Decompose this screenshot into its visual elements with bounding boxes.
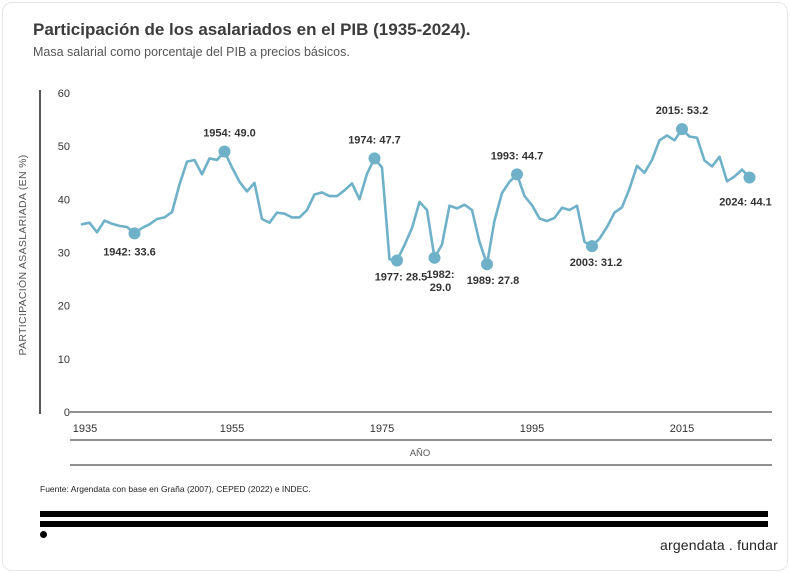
bullet-dot (40, 531, 47, 538)
annotation-marker (218, 145, 231, 158)
annotation-label: 1982: (426, 269, 454, 281)
y-tick-label: 50 (58, 141, 70, 153)
divider-bar (40, 521, 768, 527)
annotation-marker (511, 168, 523, 181)
annotation-label: 1989: 27.8 (467, 275, 520, 287)
chart-title: Participación de los asalariados en el P… (33, 20, 471, 39)
y-tick-label: 10 (58, 354, 70, 366)
y-axis-title: PARTICIPACIÓN ASASLARIADA (EN %) (16, 155, 29, 356)
y-tick-label: 30 (58, 248, 70, 260)
x-axis: 1935 1955 1975 1995 2015 AÑO (70, 411, 772, 466)
annotation-marker (428, 251, 441, 264)
series-layer (80, 127, 751, 266)
source-note: Fuente: Argendata con base en Graña (200… (40, 484, 311, 494)
annotation-label: 1942: 33.6 (103, 246, 156, 258)
annotation-marker (368, 152, 381, 165)
x-tick-label: 1995 (520, 423, 544, 435)
annotation-label: 2003: 31.2 (570, 257, 623, 269)
series-line (80, 127, 751, 266)
annotation-label: 1993: 44.7 (491, 150, 544, 162)
y-tick-label: 60 (58, 88, 70, 100)
x-tick-label: 1955 (220, 423, 244, 435)
annotation-marker (128, 227, 141, 240)
x-tick-label: 1975 (370, 423, 394, 435)
annotation-marker (676, 123, 688, 136)
y-tick-label: 40 (58, 194, 70, 206)
y-axis: 0 10 20 30 40 50 60 PARTICIPACIÓN ASASLARIADA (… (16, 88, 70, 419)
annotations-layer: 1942: 33.6 1954: 49.0 1974: 47.7 1977: 28.5… (103, 105, 772, 294)
brand-logo: argendata . fundar (659, 537, 778, 553)
annotation-label: 1954: 49.0 (203, 127, 256, 139)
y-tick-label: 20 (58, 301, 70, 313)
annotation-marker (481, 258, 493, 271)
annotation-label: 2024: 44.1 (719, 197, 772, 209)
annotation-label: 1974: 47.7 (348, 134, 401, 146)
divider-bar (40, 511, 768, 517)
y-tick-label: 0 (64, 407, 70, 419)
x-axis-title: AÑO (410, 448, 431, 459)
annotation-label: 1977: 28.5 (375, 271, 428, 283)
annotation-marker (586, 240, 598, 253)
x-tick-label: 1935 (73, 423, 97, 435)
chart-subtitle: Masa salarial como porcentaje del PIB a … (33, 45, 350, 59)
annotation-label: 29.0 (430, 282, 451, 294)
annotation-label: 2015: 53.2 (656, 105, 709, 117)
annotation-marker (743, 171, 756, 184)
annotation-marker (391, 254, 403, 267)
x-tick-label: 2015 (670, 423, 694, 435)
